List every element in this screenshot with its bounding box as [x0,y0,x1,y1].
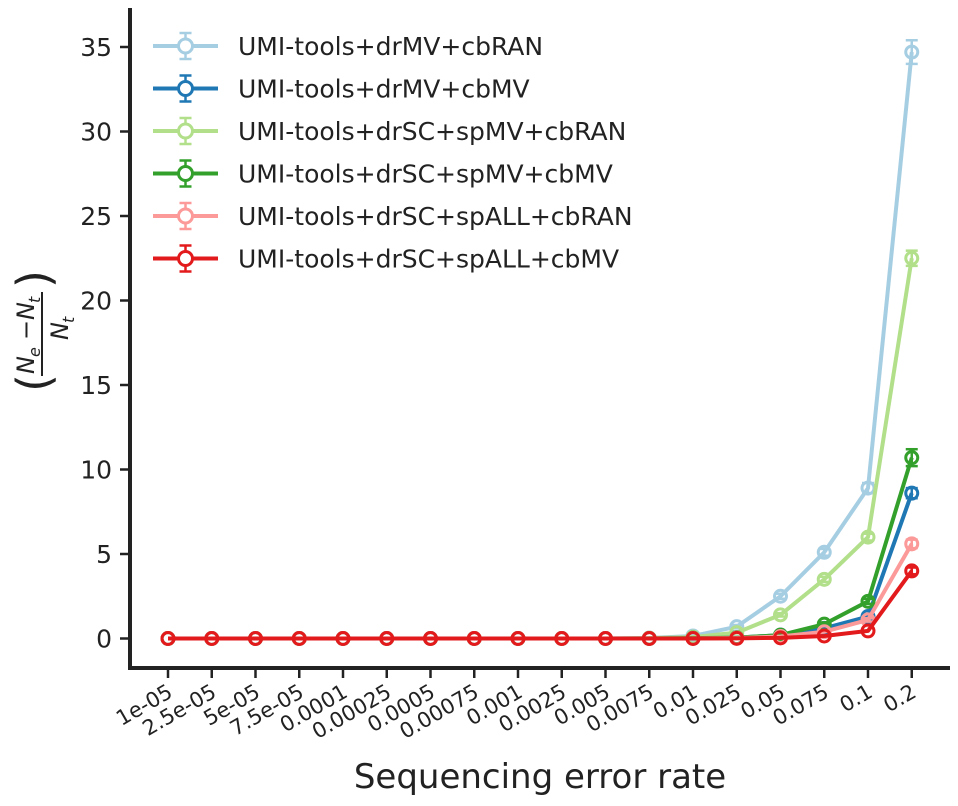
y-tick-label: 15 [80,371,112,400]
series-layer [160,38,920,646]
legend-marker [177,207,194,225]
data-point [816,628,832,644]
y-axis-title-den-n: N [46,322,74,340]
legend-entry-2: UMI-tools+drMV+cbMV [153,74,530,104]
data-point [160,631,176,646]
y-tick-label: 35 [80,33,112,62]
data-point [204,631,220,646]
legend-label: UMI-tools+drMV+cbRAN [238,32,543,61]
x-tick-label: 0.1 [836,680,877,717]
data-point [641,631,657,646]
series-3 [160,249,920,646]
y-tick-label: 5 [96,540,112,569]
y-axis-title-num-n1: N [12,356,40,374]
data-point [291,631,307,646]
legend-entry-1: UMI-tools+drMV+cbRAN [153,31,543,61]
series-2 [160,485,920,646]
legend-entry-3: UMI-tools+drSC+spMV+cbRAN [153,116,626,146]
series-line [168,457,914,641]
data-point [773,607,788,623]
data-point [729,630,745,646]
y-axis-title-den-sub-t: t [59,316,78,323]
legend-marker [177,250,194,267]
y-tick-label: 0 [96,625,112,654]
data-point [248,631,263,646]
data-point [904,485,920,501]
x-axis-title: Sequencing error rate [354,757,726,797]
data-point [685,631,701,646]
y-tick-label: 20 [80,287,112,316]
data-point [816,571,832,587]
x-tick-label: 0.2 [879,680,920,717]
series-line [168,542,914,641]
y-axis-title-num-sub-e: e [25,347,44,357]
data-point [554,631,570,646]
data-point [773,588,788,604]
data-point [773,630,788,646]
y-axis-title-open-paren: ( [7,374,61,392]
data-point [379,631,395,646]
series-line [168,257,914,641]
y-axis-title-num-sub-t: t [25,296,44,303]
data-point [904,450,920,466]
data-point [860,623,876,639]
y-tick-label: 25 [80,202,112,231]
series-6 [160,563,920,646]
data-point [510,631,526,646]
series-line [168,492,914,641]
legend-marker [177,122,194,140]
data-point [904,250,920,266]
legend-entry-6: UMI-tools+drSC+spALL+cbMV [153,244,619,274]
data-point [598,631,613,646]
data-point [423,631,438,646]
data-point [860,529,876,545]
series-4 [160,447,920,646]
y-axis-title-close-paren: ) [7,270,61,288]
data-point [816,544,832,560]
data-point [466,631,482,646]
legend-entry-5: UMI-tools+drSC+spALL+cbRAN [153,201,633,231]
data-point [860,593,876,609]
y-axis-title-num-minus: − [12,320,40,340]
legend-label: UMI-tools+drSC+spMV+cbMV [238,160,613,189]
legend-label: UMI-tools+drMV+cbMV [238,75,530,104]
y-tick-label: 30 [80,118,112,147]
legend-label: UMI-tools+drSC+spALL+cbRAN [238,202,633,231]
data-point [904,44,920,60]
legend-label: UMI-tools+drSC+spMV+cbRAN [238,117,626,146]
legend-marker [177,165,194,182]
legend: UMI-tools+drMV+cbRAN UMI-tools+drMV+cbMV U… [153,31,633,274]
data-point [904,536,920,552]
y-tick-label: 10 [80,456,112,485]
y-axis-title-num-n2: N [12,302,40,320]
legend-marker [177,37,194,55]
legend-marker [177,80,194,97]
y-axis-title: ( N e − N t N t ) [7,270,78,392]
legend-entry-4: UMI-tools+drSC+spMV+cbMV [153,159,613,189]
data-point [335,631,351,646]
legend-label: UMI-tools+drSC+spALL+cbMV [238,245,619,274]
data-point [904,563,920,579]
